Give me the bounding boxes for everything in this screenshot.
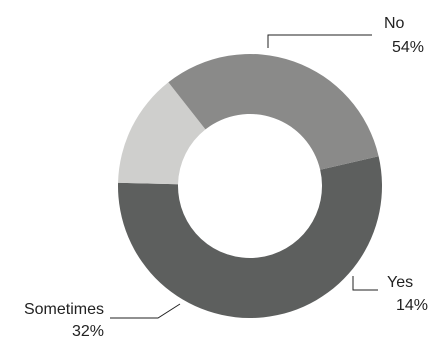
leader-lines	[110, 34, 378, 319]
slice-value-no: 54%	[392, 39, 424, 56]
slice-no	[117, 156, 382, 318]
slice-value-yes: 14%	[396, 297, 428, 314]
slice-value-sometimes: 32%	[72, 323, 104, 338]
leader-line-no	[267, 34, 372, 48]
slice-labels: No 54% Yes 14% Sometimes 32%	[24, 15, 428, 338]
slice-label-sometimes: Sometimes	[24, 301, 104, 318]
leader-line-sometimes	[110, 303, 181, 319]
slice-label-no: No	[384, 15, 405, 32]
donut-slices	[117, 54, 382, 318]
leader-line-yes	[352, 276, 378, 291]
slice-yes	[118, 82, 206, 185]
slice-sometimes	[168, 54, 379, 170]
slice-label-yes: Yes	[387, 274, 413, 291]
